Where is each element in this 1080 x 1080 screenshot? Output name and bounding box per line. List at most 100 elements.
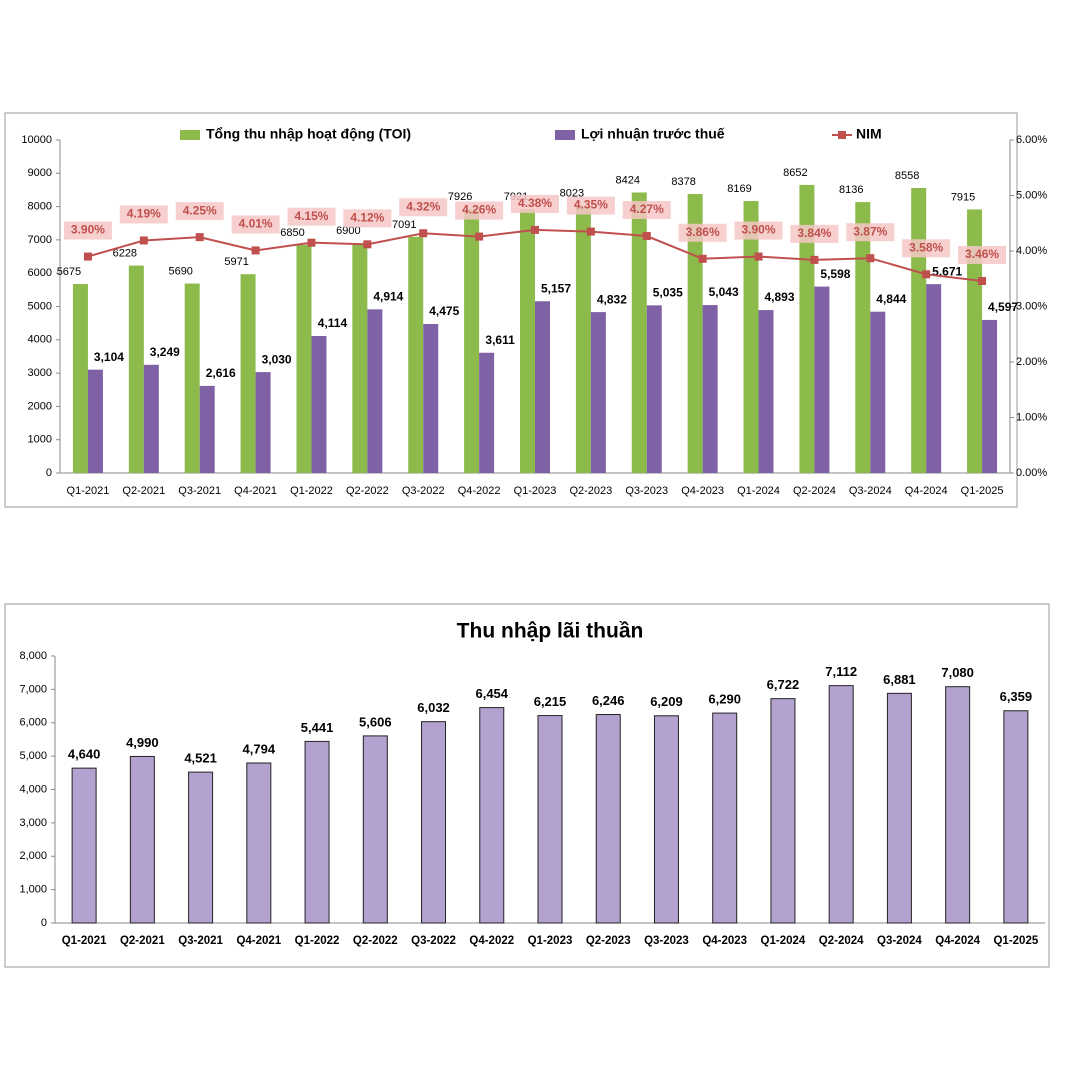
x-tick-label: Q1-2022 (295, 935, 340, 947)
bar (143, 364, 159, 473)
bar (653, 715, 679, 924)
value-label: 3.86% (686, 225, 720, 239)
value-label: 7,112 (825, 664, 857, 679)
value-label: 5,606 (359, 714, 392, 729)
bar (479, 707, 505, 924)
y-tick-label: 6000 (28, 267, 52, 279)
x-tick-label: Q3-2022 (411, 935, 456, 947)
x-tick-label: Q1-2021 (62, 935, 107, 947)
bar (743, 200, 759, 474)
label-background (511, 194, 559, 213)
value-label: 4.01% (239, 217, 273, 231)
value-label: 5690 (168, 265, 192, 277)
value-label: 4.19% (127, 207, 161, 221)
bar (814, 286, 830, 473)
value-label: 3,104 (94, 350, 124, 364)
value-label: 6228 (113, 248, 137, 260)
value-label: 4.38% (518, 196, 552, 210)
x-tick-label: Q3-2022 (402, 485, 445, 497)
value-label: 6,290 (708, 692, 741, 707)
bar (911, 188, 927, 473)
y-tick-label: 5000 (28, 300, 52, 312)
legend-swatch (555, 130, 575, 140)
line-marker (139, 236, 148, 245)
y-tick-label: 4,000 (19, 783, 47, 795)
label-background (958, 245, 1007, 264)
chart-frame (4, 112, 1018, 508)
line-marker (307, 238, 316, 247)
value-label: 5,157 (541, 281, 571, 295)
value-label: 4,475 (429, 304, 459, 318)
bar (870, 311, 886, 473)
bar (926, 284, 942, 473)
x-tick-label: Q2-2022 (346, 485, 389, 497)
label-background (63, 221, 112, 240)
x-tick-label: Q1-2024 (761, 935, 806, 947)
x-tick-label: Q4-2022 (458, 485, 501, 497)
y-tick-label: 2000 (28, 400, 52, 412)
bar (87, 369, 103, 473)
line-marker (475, 232, 484, 241)
bar (311, 336, 327, 473)
label-background (734, 221, 783, 240)
bar (770, 698, 796, 924)
y-tick-label: 0 (41, 917, 47, 929)
value-label: 7915 (951, 191, 975, 203)
label-background (343, 209, 392, 228)
label-background (231, 215, 280, 234)
y-tick-label: 1000 (28, 434, 52, 446)
bar (408, 236, 424, 473)
value-label: 3,030 (262, 352, 292, 366)
bar (129, 755, 155, 924)
value-label: 3.90% (71, 223, 105, 237)
label-background (566, 196, 615, 215)
line-marker (363, 240, 372, 249)
line-marker (866, 254, 875, 263)
bar (188, 771, 214, 924)
bar (967, 209, 983, 474)
line-marker (586, 227, 595, 236)
y-tick-label: 2,000 (19, 850, 47, 862)
line-marker (531, 225, 539, 234)
x-tick-label: Q1-2025 (993, 935, 1038, 947)
x-tick-label: Q3-2021 (178, 485, 221, 497)
value-label: 6,359 (1000, 689, 1033, 704)
chart-frame (4, 603, 1050, 968)
value-label: 8378 (671, 176, 695, 188)
bar (828, 685, 854, 924)
bar (296, 244, 312, 473)
x-tick-label: Q3-2024 (849, 485, 892, 497)
value-label: 6,881 (883, 672, 916, 687)
value-label: 3.87% (853, 224, 887, 238)
value-label: 6,722 (767, 677, 800, 692)
label-background (790, 224, 839, 243)
value-label: 6900 (336, 225, 360, 237)
x-tick-label: Q1-2025 (961, 485, 1004, 497)
value-label: 6,454 (475, 686, 508, 701)
value-label: 4.32% (406, 199, 440, 213)
y-tick-label: 9000 (28, 167, 52, 179)
y2-tick-label: 5.00% (1016, 189, 1047, 201)
y-tick-label: 5,000 (19, 750, 47, 762)
value-label: 2,616 (206, 366, 236, 380)
line-marker (642, 232, 651, 241)
value-label: 6850 (280, 227, 304, 239)
y2-tick-label: 0.00% (1016, 467, 1047, 479)
value-label: 6,209 (650, 694, 683, 709)
bar (631, 192, 647, 473)
y-tick-label: 1,000 (19, 884, 47, 896)
y2-tick-label: 4.00% (1016, 245, 1047, 257)
legend-swatch (180, 130, 200, 140)
chart-title: Thu nhập lãi thuần (457, 620, 644, 643)
value-label: 5,035 (653, 286, 683, 300)
label-background (678, 223, 727, 242)
line-marker (754, 252, 763, 261)
bar (352, 243, 368, 473)
value-label: 4.12% (350, 211, 384, 225)
line-marker (83, 252, 92, 261)
value-label: 8169 (727, 183, 751, 195)
bar (464, 209, 480, 473)
value-label: 4,844 (876, 292, 906, 306)
value-label: 5,441 (301, 720, 334, 735)
